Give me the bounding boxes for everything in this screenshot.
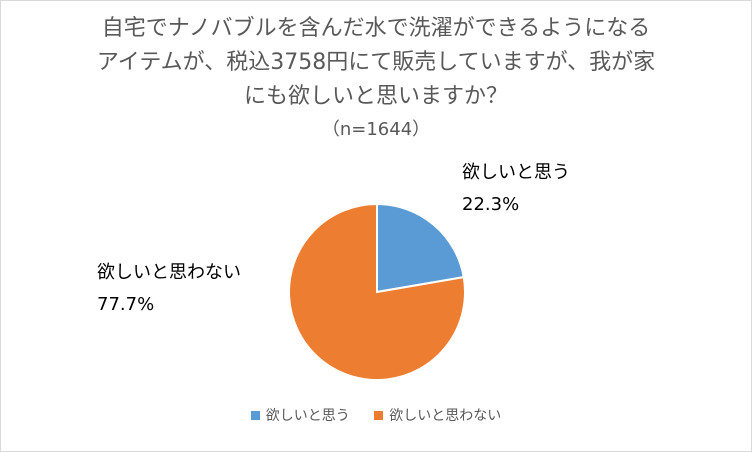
legend-swatch-want <box>250 410 260 420</box>
title-line-1: 自宅でナノバブルを含んだ水で洗濯ができるようになる <box>101 16 651 41</box>
pie-slice-not-want <box>288 202 466 381</box>
legend-item-not-want: 欲しいと思わない <box>374 405 501 425</box>
chart-subtitle: （n=1644） <box>321 119 431 140</box>
title-line-3: にも欲しいと思いますか？ <box>243 84 508 109</box>
data-label-value-not-want: 77.7% <box>97 294 154 315</box>
legend-item-want: 欲しいと思う <box>250 405 350 425</box>
pie-slice-want <box>376 202 465 294</box>
legend-swatch-not-want <box>374 410 384 420</box>
title-line-2: アイテムが、税込3758円にて販売していますが、我が家 <box>96 50 656 75</box>
chart-title: 自宅でナノバブルを含んだ水で洗濯ができるようになる アイテムが、税込3758円に… <box>0 12 752 146</box>
data-label-name-want: 欲しいと思う <box>462 162 570 183</box>
legend-label-want: 欲しいと思う <box>265 408 350 424</box>
data-label-name-not-want: 欲しいと思わない <box>97 262 241 283</box>
data-label-value-want: 22.3% <box>462 194 519 215</box>
legend-label-not-want: 欲しいと思わない <box>389 408 502 424</box>
legend: 欲しいと思う 欲しいと思わない <box>0 405 752 425</box>
